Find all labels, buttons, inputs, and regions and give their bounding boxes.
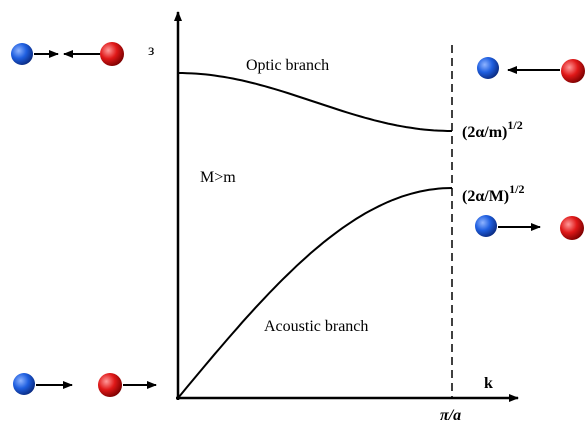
optic-limit: (2α/m)1/2: [462, 118, 523, 141]
atoms: [11, 42, 585, 397]
heavy-atom: [561, 59, 585, 83]
light-atom: [475, 215, 497, 237]
heavy-atom: [100, 42, 124, 66]
axes: [176, 12, 518, 400]
light-atom: [11, 43, 33, 65]
optic-curve: [178, 73, 452, 131]
heavy-atom: [98, 373, 122, 397]
acoustic-limit: (2α/M)1/2: [462, 182, 524, 205]
diagram: з k π/a Optic branch Acoustic branch M>m…: [0, 0, 586, 425]
acoustic-label: Acoustic branch: [264, 318, 368, 335]
acoustic-curve: [178, 188, 452, 398]
limit-exp: 1/2: [509, 182, 524, 196]
limit-exp: 1/2: [507, 118, 522, 132]
condition-label: M>m: [200, 169, 236, 186]
heavy-atom: [560, 216, 584, 240]
y-axis-label: з: [148, 42, 154, 59]
light-atom: [477, 57, 499, 79]
light-atom: [13, 373, 35, 395]
x-axis-label: k: [484, 375, 493, 392]
x-end-label: π/a: [440, 407, 461, 424]
limit-base: (2α/M): [462, 188, 509, 205]
limit-base: (2α/m): [462, 124, 507, 141]
optic-label: Optic branch: [246, 57, 329, 74]
